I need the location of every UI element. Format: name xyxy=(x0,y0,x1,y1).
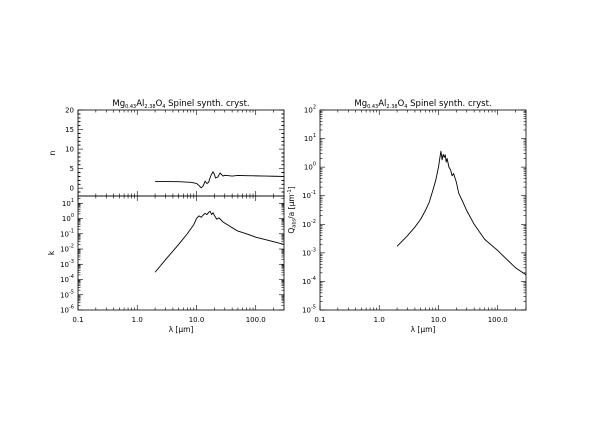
x-tick-label: 100.0 xyxy=(488,316,508,324)
x-tick-label: 100.0 xyxy=(246,316,266,324)
y-axis-label-k: k xyxy=(47,250,56,255)
plot-frame-q xyxy=(319,109,527,311)
x-tick-label: 0.1 xyxy=(72,316,83,324)
chart-panel-q: Mg0.43Al2.38O4 Spinel synth. cryst. Qabs… xyxy=(287,99,527,334)
y-tick-label: 100 xyxy=(62,213,74,223)
y-tick-label: 101 xyxy=(304,133,316,143)
y-tick-label: 0 xyxy=(70,185,74,193)
chart-title-right: Mg0.43Al2.38O4 Spinel synth. cryst. xyxy=(354,99,491,110)
x-tick-label: 10.0 xyxy=(189,316,205,324)
y-tick-label: 15 xyxy=(65,126,74,134)
x-tick-label: 1.0 xyxy=(132,316,143,324)
y-tick-label: 20 xyxy=(65,107,74,115)
y-tick-label: 10-3 xyxy=(60,259,74,269)
y-tick-label: 10-5 xyxy=(60,289,74,299)
y-tick-label: 10-5 xyxy=(302,305,316,315)
y-tick-label: 10-4 xyxy=(302,276,316,286)
plot-frame-n xyxy=(77,109,285,197)
chart-panel-n: Mg0.43Al2.38O4 Spinel synth. cryst. n 0 5… xyxy=(48,99,285,197)
x-axis-label-right: λ [μm] xyxy=(411,325,436,334)
y-axis-label-n: n xyxy=(48,150,57,155)
chart-title-left: Mg0.43Al2.38O4 Spinel synth. cryst. xyxy=(112,99,249,110)
y-tick-label: 10-4 xyxy=(60,274,74,284)
x-tick-label: 10.0 xyxy=(431,316,447,324)
y-tick-label: 10 xyxy=(65,146,74,154)
y-tick-label: 10-2 xyxy=(60,244,74,254)
x-tick-label: 0.1 xyxy=(314,316,325,324)
y-tick-label: 101 xyxy=(62,198,74,208)
y-tick-label: 102 xyxy=(304,105,316,115)
x-axis-label-left: λ [μm] xyxy=(169,325,194,334)
series-line-k xyxy=(154,210,285,273)
plot-frame-k xyxy=(77,195,285,311)
y-axis-label-q: Qabs/a [μm-1] xyxy=(287,186,298,233)
y-tick-label: 10-3 xyxy=(302,247,316,257)
x-tick-label: 1.0 xyxy=(374,316,385,324)
y-tick-label: 10-1 xyxy=(60,228,74,238)
y-tick-label: 5 xyxy=(70,165,74,173)
y-tick-label: 10-2 xyxy=(302,219,316,229)
chart-panel-k: k λ [μm] 0.1 1.0 10.0 100.0 10-6 10-5 10-4 10-3… xyxy=(47,195,285,334)
y-tick-label: 10-1 xyxy=(302,190,316,200)
series-line-n xyxy=(155,171,285,189)
y-tick-label: 10-6 xyxy=(60,305,74,315)
y-tick-label: 100 xyxy=(304,162,316,172)
series-line-q xyxy=(396,150,527,276)
